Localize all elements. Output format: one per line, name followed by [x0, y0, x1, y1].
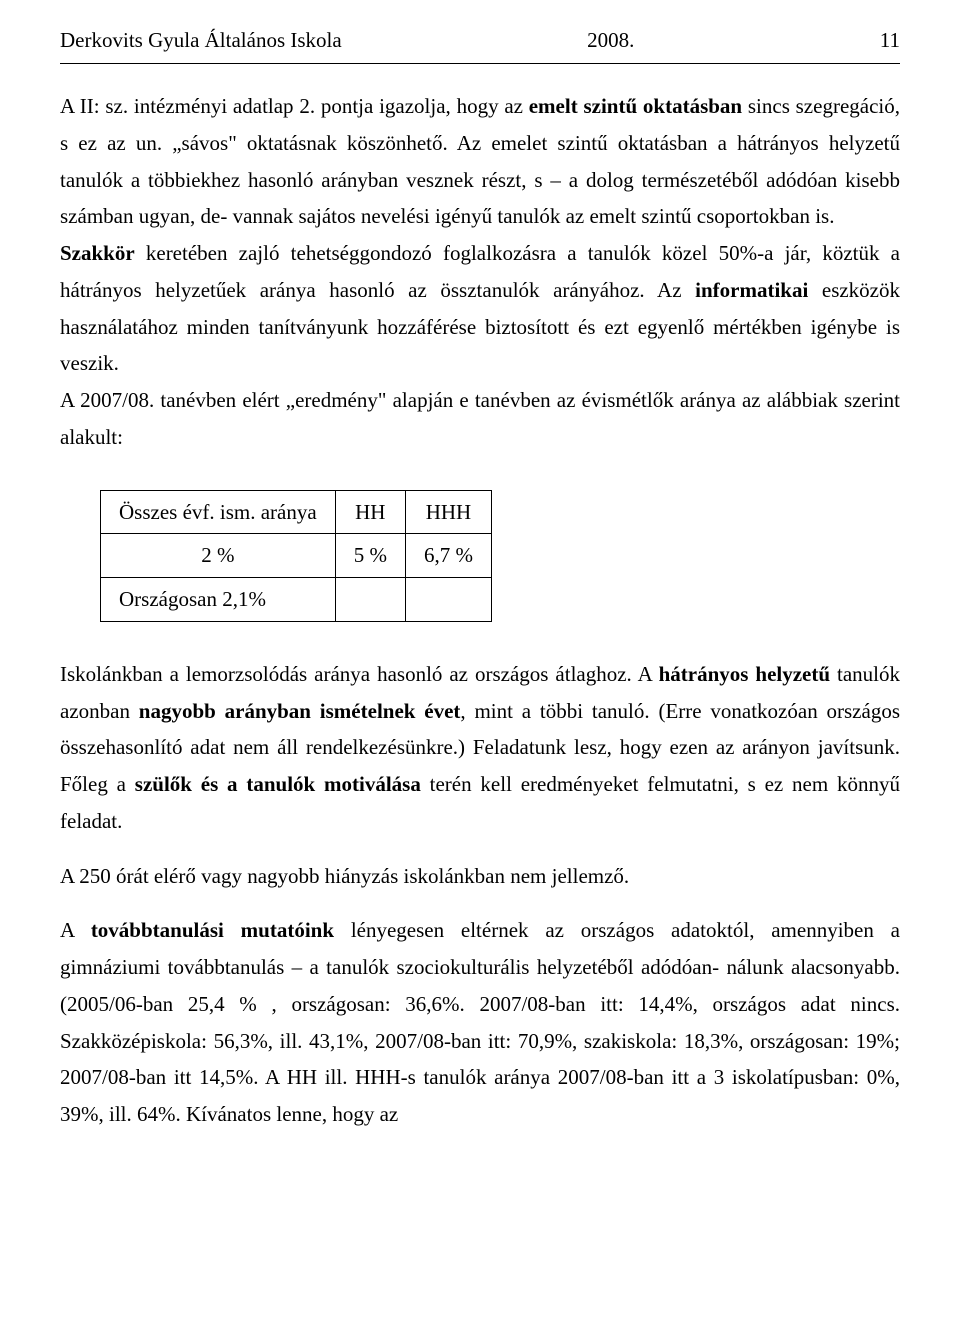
table-cell: 5 % — [335, 534, 405, 578]
paragraph-7: A továbbtanulási mutatóink lényegesen el… — [60, 912, 900, 1133]
paragraph-2: Szakkör keretében zajló tehetséggondozó … — [60, 235, 900, 382]
paragraph-3: A 2007/08. tanévben elért „eredmény" ala… — [60, 382, 900, 456]
document-page: Derkovits Gyula Általános Iskola 2008. 1… — [0, 0, 960, 1324]
header-left: Derkovits Gyula Általános Iskola — [60, 28, 342, 53]
table-row: 2 % 5 % 6,7 % — [101, 534, 492, 578]
text: A — [60, 918, 91, 942]
table-row: Összes évf. ism. aránya HH HHH — [101, 490, 492, 534]
text: A II: sz. intézményi adatlap 2. pontja i… — [60, 94, 529, 118]
bold-text: emelt szintű oktatásban — [529, 94, 742, 118]
body-text: A II: sz. intézményi adatlap 2. pontja i… — [60, 88, 900, 1133]
paragraph-1: A II: sz. intézményi adatlap 2. pontja i… — [60, 88, 900, 235]
table-header: Összes évf. ism. aránya — [101, 490, 336, 534]
paragraph-6: A 250 órát elérő vagy nagyobb hiányzás i… — [60, 858, 900, 895]
table-cell: 6,7 % — [405, 534, 491, 578]
table-cell: 2 % — [101, 534, 336, 578]
header-right: 11 — [880, 28, 900, 53]
table-row: Országosan 2,1% — [101, 578, 492, 622]
paragraph-5: Iskolánkban a lemorzsolódás aránya hason… — [60, 656, 900, 840]
text: A 2007/08. tanévben elért „eredmény" ala… — [60, 388, 900, 449]
text: A 250 órát elérő vagy nagyobb hiányzás i… — [60, 864, 629, 888]
header-rule — [60, 63, 900, 64]
table-cell — [335, 578, 405, 622]
table-cell: Országosan 2,1% — [101, 578, 336, 622]
table-header: HHH — [405, 490, 491, 534]
bold-text: Szakkör — [60, 241, 135, 265]
bold-text: szülők és a tanulók motiválása — [135, 772, 421, 796]
bold-text: hátrányos helyzetű — [659, 662, 830, 686]
table-header: HH — [335, 490, 405, 534]
bold-text: továbbtanulási mutatóink — [91, 918, 334, 942]
bold-text: nagyobb arányban ismételnek évet — [139, 699, 461, 723]
table-cell — [405, 578, 491, 622]
header-center: 2008. — [587, 28, 634, 53]
text: lényegesen eltérnek az országos adatoktó… — [60, 918, 900, 1126]
data-table: Összes évf. ism. aránya HH HHH 2 % 5 % 6… — [100, 490, 492, 622]
text: Iskolánkban a lemorzsolódás aránya hason… — [60, 662, 659, 686]
page-header: Derkovits Gyula Általános Iskola 2008. 1… — [60, 28, 900, 63]
bold-text: informatikai — [695, 278, 808, 302]
